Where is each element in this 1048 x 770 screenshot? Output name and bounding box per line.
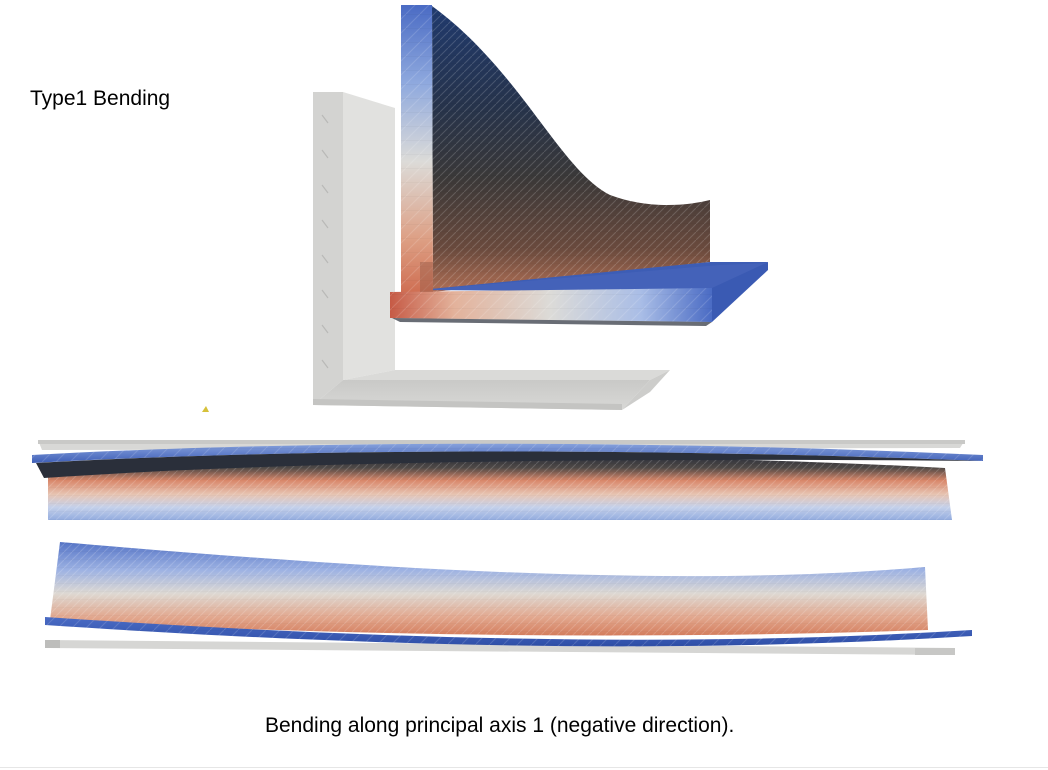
- deformed-shape-middle: [32, 443, 983, 520]
- middle-view-beam: [32, 440, 983, 520]
- bottom-divider: [0, 767, 1048, 768]
- bottom-view-beam: [45, 542, 972, 655]
- figure-caption: Bending along principal axis 1 (negative…: [265, 714, 735, 737]
- axis-marker: [202, 406, 209, 412]
- deformed-shape-bottom: [45, 542, 972, 647]
- figure-title: Type1 Bending: [30, 87, 171, 110]
- top-view-angle-section: [313, 5, 768, 410]
- undeformed-shape-bottom: [45, 640, 955, 655]
- deformed-shape-top: [390, 5, 768, 326]
- undeformed-shape-top: [313, 92, 670, 410]
